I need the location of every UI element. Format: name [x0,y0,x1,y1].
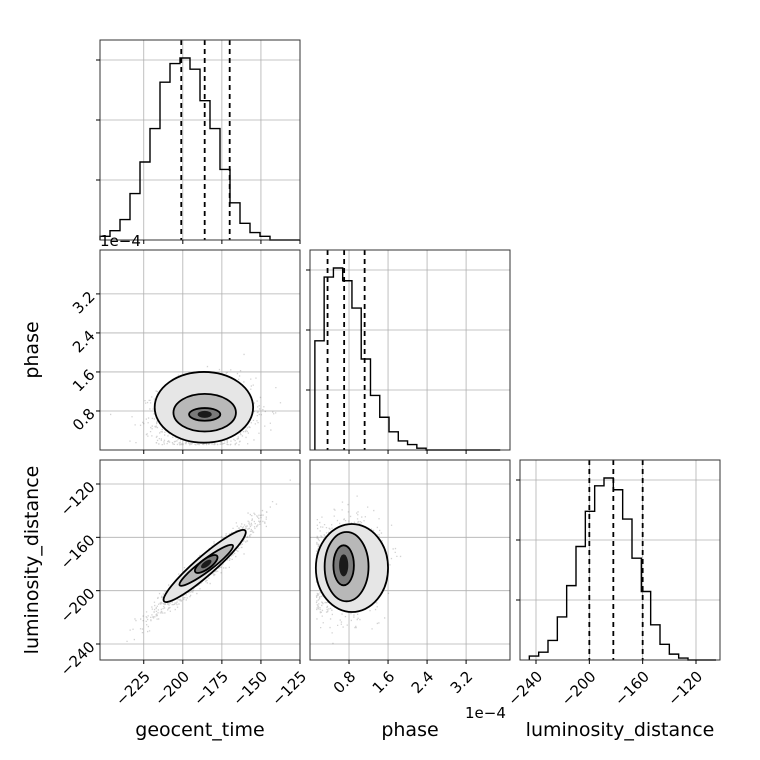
offset-label-phase-x: 1e−4 [465,704,506,722]
tick-label-phase: 2.4 [408,668,438,698]
tick-label-luminosity_distance: −120 [57,478,99,520]
tick-label-geocent_time: −200 [151,668,193,710]
histogram-geocent_time [99,57,300,241]
panel-frame-geocent_time [99,39,301,241]
tick-label-luminosity_distance: −200 [558,668,600,710]
tick-label-geocent_time: −175 [190,668,232,710]
panel-frame-luminosity_distance [519,459,721,661]
contour-1 [178,543,234,587]
tick-label-luminosity_distance: −120 [664,668,706,710]
contour-2 [314,523,389,613]
scatter-geocent_time-phase [110,353,282,446]
tick-label-luminosity_distance: −240 [504,668,546,710]
histogram-phase [314,267,501,451]
scatter-geocent_time-luminosity_distance [126,479,291,642]
tick-label-phase: 3.2 [447,668,477,698]
tick-label-phase: 0.8 [330,668,360,698]
panel-frame-geocent_time-luminosity_distance [99,459,301,661]
panel-frame-geocent_time-phase [99,249,301,451]
contour-1 [172,393,237,433]
tick-label-luminosity_distance: −160 [57,531,99,573]
tick-label-phase: 1.6 [369,668,399,698]
axis-label-x-geocent_time: geocent_time [135,719,264,741]
contour-2 [162,529,247,603]
tick-label-phase: 2.4 [69,327,99,357]
contour-2 [153,371,255,444]
tick-label-geocent_time: −125 [268,668,310,710]
axis-label-y-phase: phase [21,321,43,378]
tick-label-luminosity_distance: −160 [611,668,653,710]
axis-label-y-luminosity_distance: luminosity_distance [21,466,43,655]
tick-label-luminosity_distance: −240 [57,638,99,680]
tick-label-luminosity_distance: −200 [57,584,99,626]
contour-0 [188,407,222,422]
panel-frame-phase-luminosity_distance [309,459,511,661]
tick-label-geocent_time: −225 [112,668,154,710]
scatter-phase-luminosity_distance [314,495,402,645]
contour-1 [323,531,370,603]
density-core [339,554,349,577]
histogram-luminosity_distance [528,477,716,661]
tick-label-phase: 1.6 [69,366,99,396]
offset-label-phase-y: 1e−4 [100,232,141,250]
axis-label-x-luminosity_distance: luminosity_distance [526,719,715,741]
panel-frame-phase [309,249,511,451]
tick-label-geocent_time: −150 [229,668,271,710]
tick-label-phase: 3.2 [69,288,99,318]
density-core [201,559,212,569]
axis-label-x-phase: phase [381,719,438,741]
density-core [197,410,212,418]
contour-0 [332,544,355,587]
tick-label-phase: 0.8 [69,405,99,435]
